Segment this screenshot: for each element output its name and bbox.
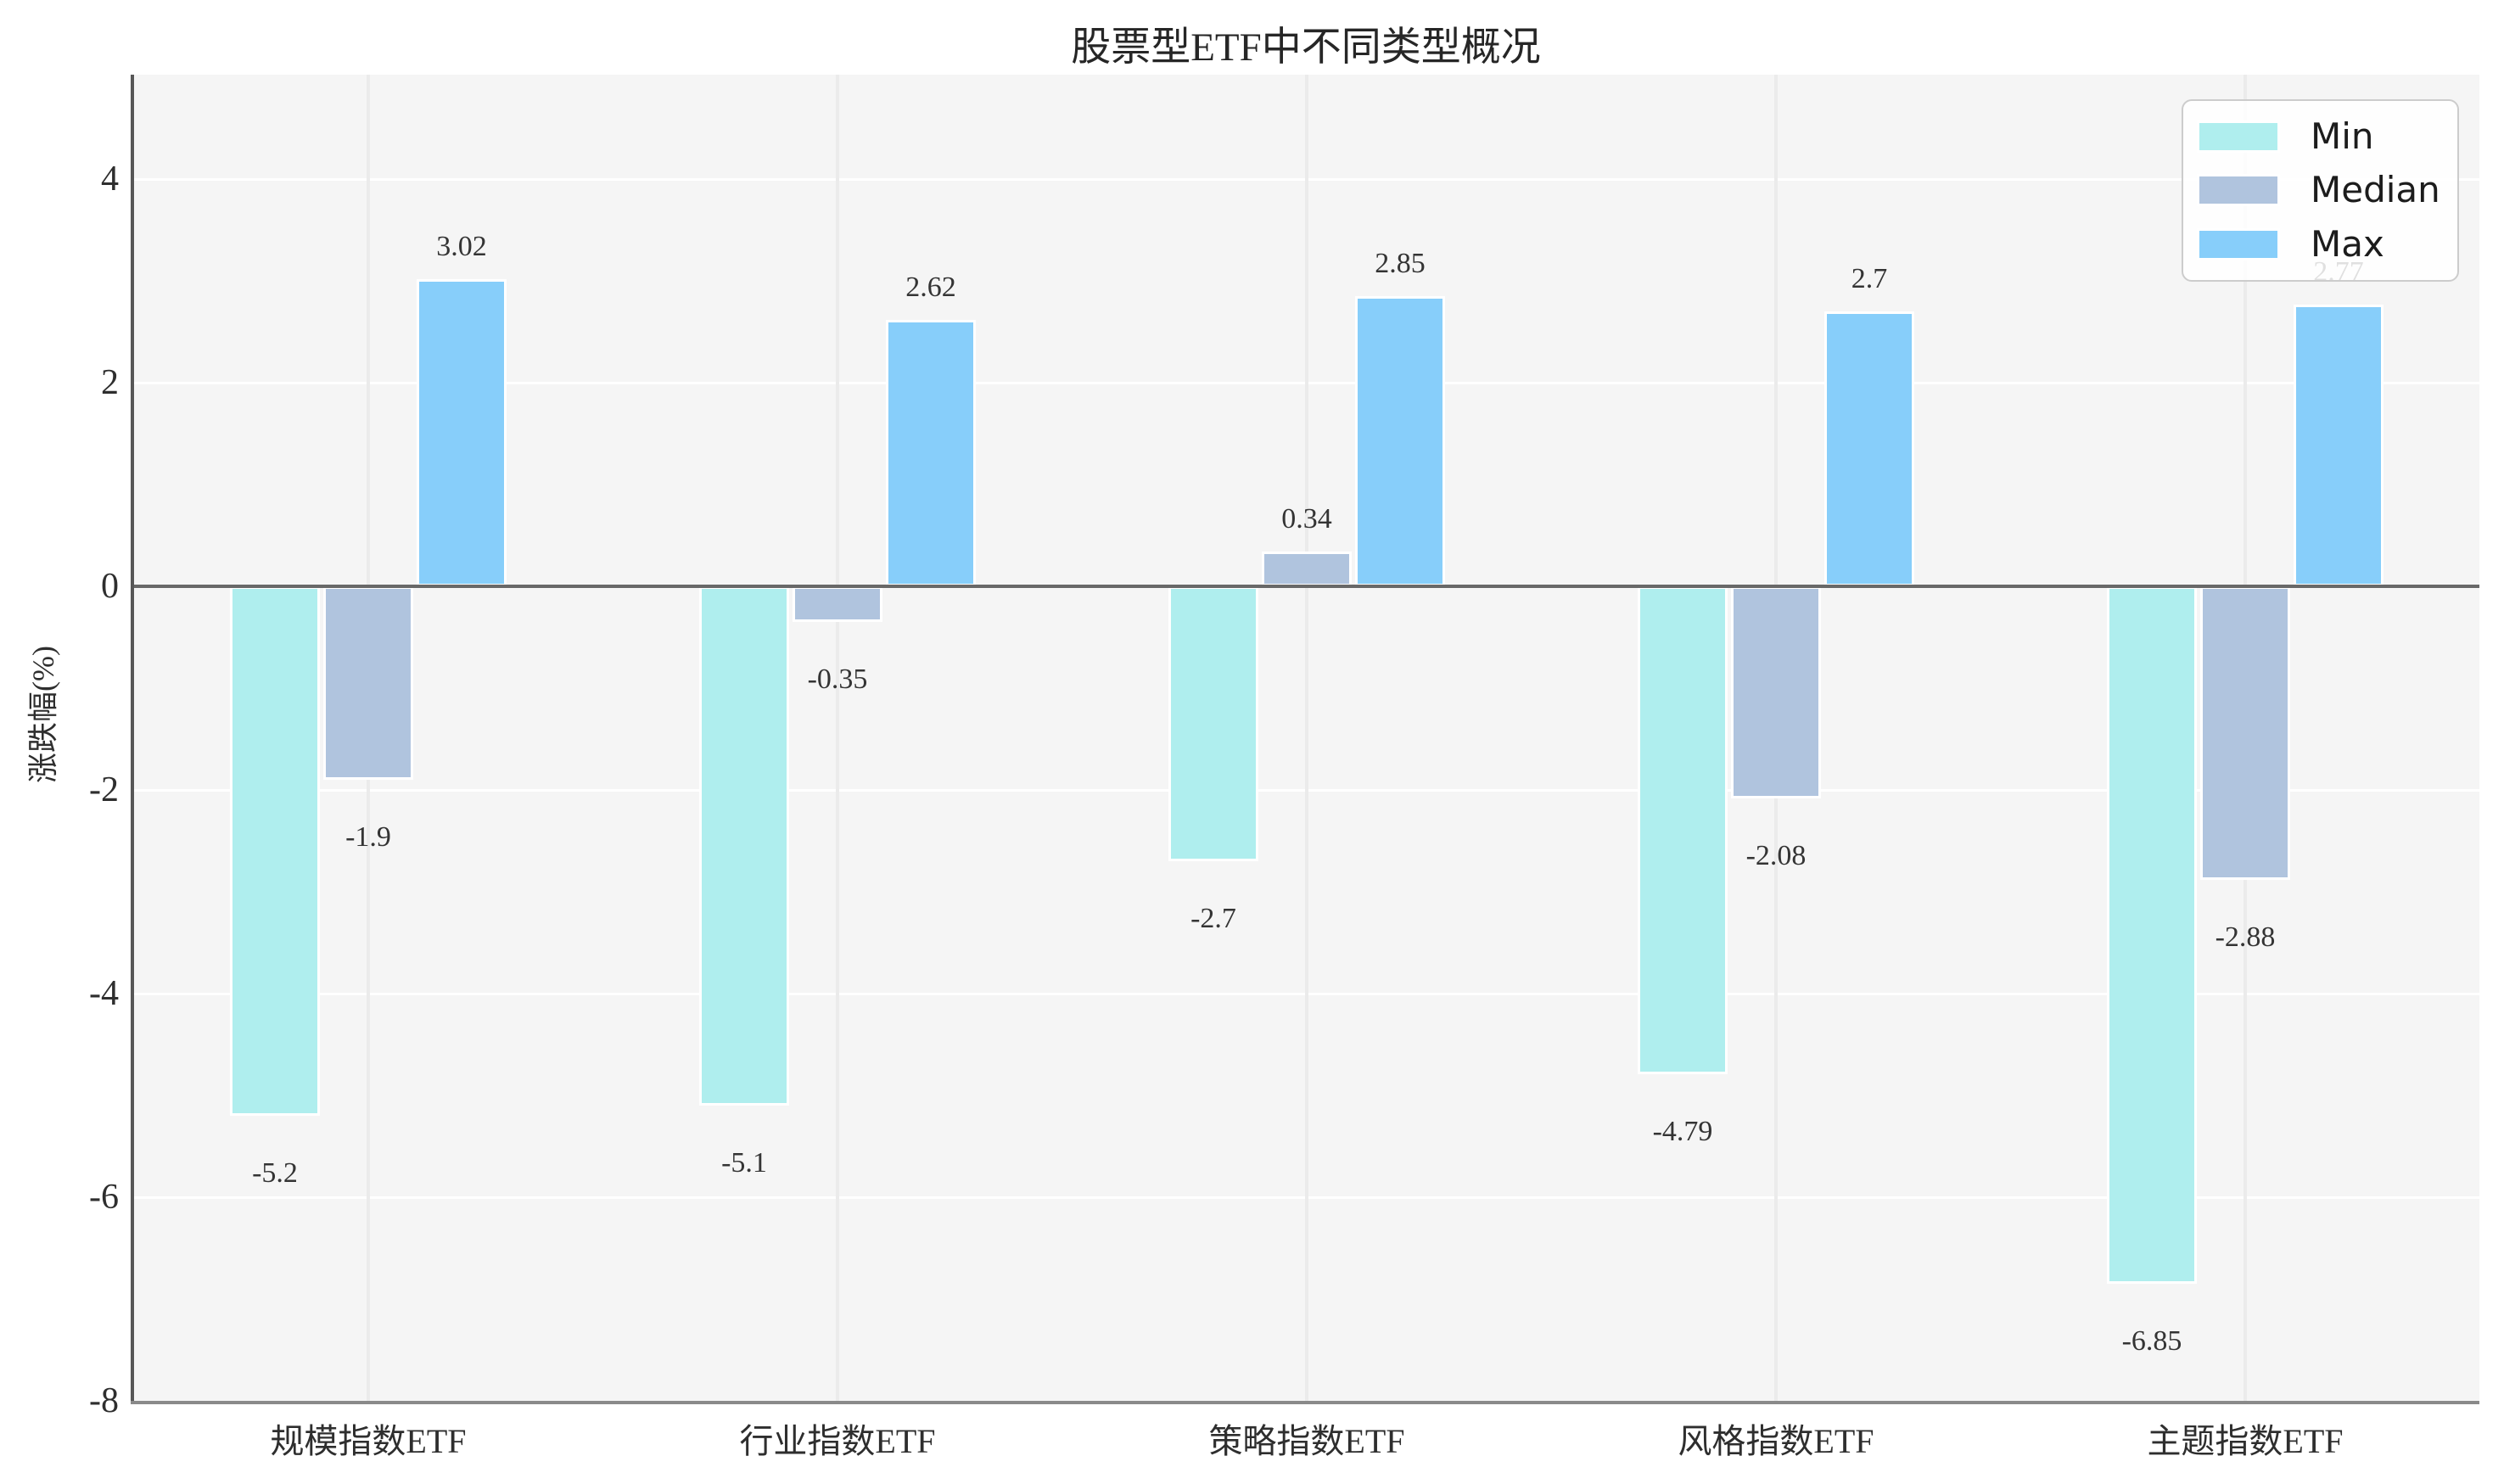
bar-min-1 (699, 586, 789, 1106)
bar-value-label-median-4: -2.88 (2215, 921, 2276, 953)
bar-median-3 (1731, 586, 1821, 798)
x-tick-label-3: 风格指数ETF (1678, 1422, 1874, 1460)
bar-value-label-min-0: -5.2 (252, 1157, 298, 1189)
plot-area (133, 75, 2479, 1401)
bar-value-label-min-4: -6.85 (2121, 1325, 2182, 1357)
x-axis-spine (131, 1401, 2479, 1404)
bar-max-3 (1824, 311, 1914, 586)
bar-value-label-max-2: 2.85 (1375, 248, 1426, 279)
bar-value-label-min-2: -2.7 (1190, 903, 1236, 934)
bar-median-1 (793, 586, 882, 622)
y-tick-label--2: -2 (89, 770, 119, 809)
y-axis-spine (131, 75, 134, 1404)
bar-value-label-min-3: -4.79 (1652, 1116, 1713, 1147)
bar-max-2 (1355, 296, 1445, 586)
bar-min-4 (2107, 586, 2197, 1284)
bar-min-0 (230, 586, 320, 1116)
legend-item-max: Max (2197, 227, 2444, 262)
x-tick-label-2: 策略指数ETF (1208, 1422, 1405, 1460)
bar-value-label-median-1: -0.35 (807, 664, 868, 695)
y-tick-label-0: 0 (101, 567, 119, 606)
chart-title: 股票型ETF中不同类型概况 (1071, 25, 1541, 70)
y-tick-label--8: -8 (89, 1381, 119, 1420)
gridline-v-1 (836, 75, 839, 1401)
legend-label-median: Median (2311, 169, 2440, 211)
bar-value-label-median-2: 0.34 (1281, 503, 1332, 535)
bar-min-2 (1168, 586, 1258, 861)
bar-min-3 (1638, 586, 1728, 1074)
bar-max-4 (2294, 305, 2384, 586)
legend-swatch-min (2197, 120, 2280, 153)
bar-value-label-min-1: -5.1 (721, 1147, 767, 1179)
legend-swatch-median (2197, 174, 2280, 207)
gridline-v-2 (1305, 75, 1308, 1401)
legend-item-min: Min (2197, 115, 2444, 157)
bar-value-label-max-3: 2.7 (1851, 263, 1888, 294)
bar-max-1 (886, 320, 976, 586)
bar-median-0 (323, 586, 413, 780)
legend-item-median: Median (2197, 172, 2444, 208)
y-tick-label-4: 4 (101, 160, 119, 199)
y-tick-label--4: -4 (89, 974, 119, 1013)
bar-median-2 (1262, 552, 1352, 586)
legend-label-min: Min (2311, 115, 2374, 157)
zero-line (133, 585, 2479, 588)
bar-value-label-max-0: 3.02 (436, 231, 487, 262)
x-tick-label-4: 主题指数ETF (2147, 1422, 2344, 1460)
bar-value-label-median-0: -1.9 (345, 821, 391, 853)
y-tick-label-2: 2 (101, 363, 119, 402)
bar-median-4 (2200, 586, 2290, 880)
legend-swatch-max (2197, 228, 2280, 261)
x-tick-label-0: 规模指数ETF (270, 1422, 467, 1460)
bar-value-label-max-1: 2.62 (905, 272, 956, 303)
bar-max-0 (417, 279, 507, 586)
legend-label-max: Max (2311, 223, 2384, 266)
y-tick-label--6: -6 (89, 1178, 119, 1217)
y-axis-label: 涨跌幅(%) (26, 646, 60, 783)
x-tick-label-1: 行业指数ETF (739, 1422, 936, 1460)
legend: Min Median Max (2182, 99, 2459, 282)
bar-value-label-median-3: -2.08 (1745, 840, 1807, 871)
